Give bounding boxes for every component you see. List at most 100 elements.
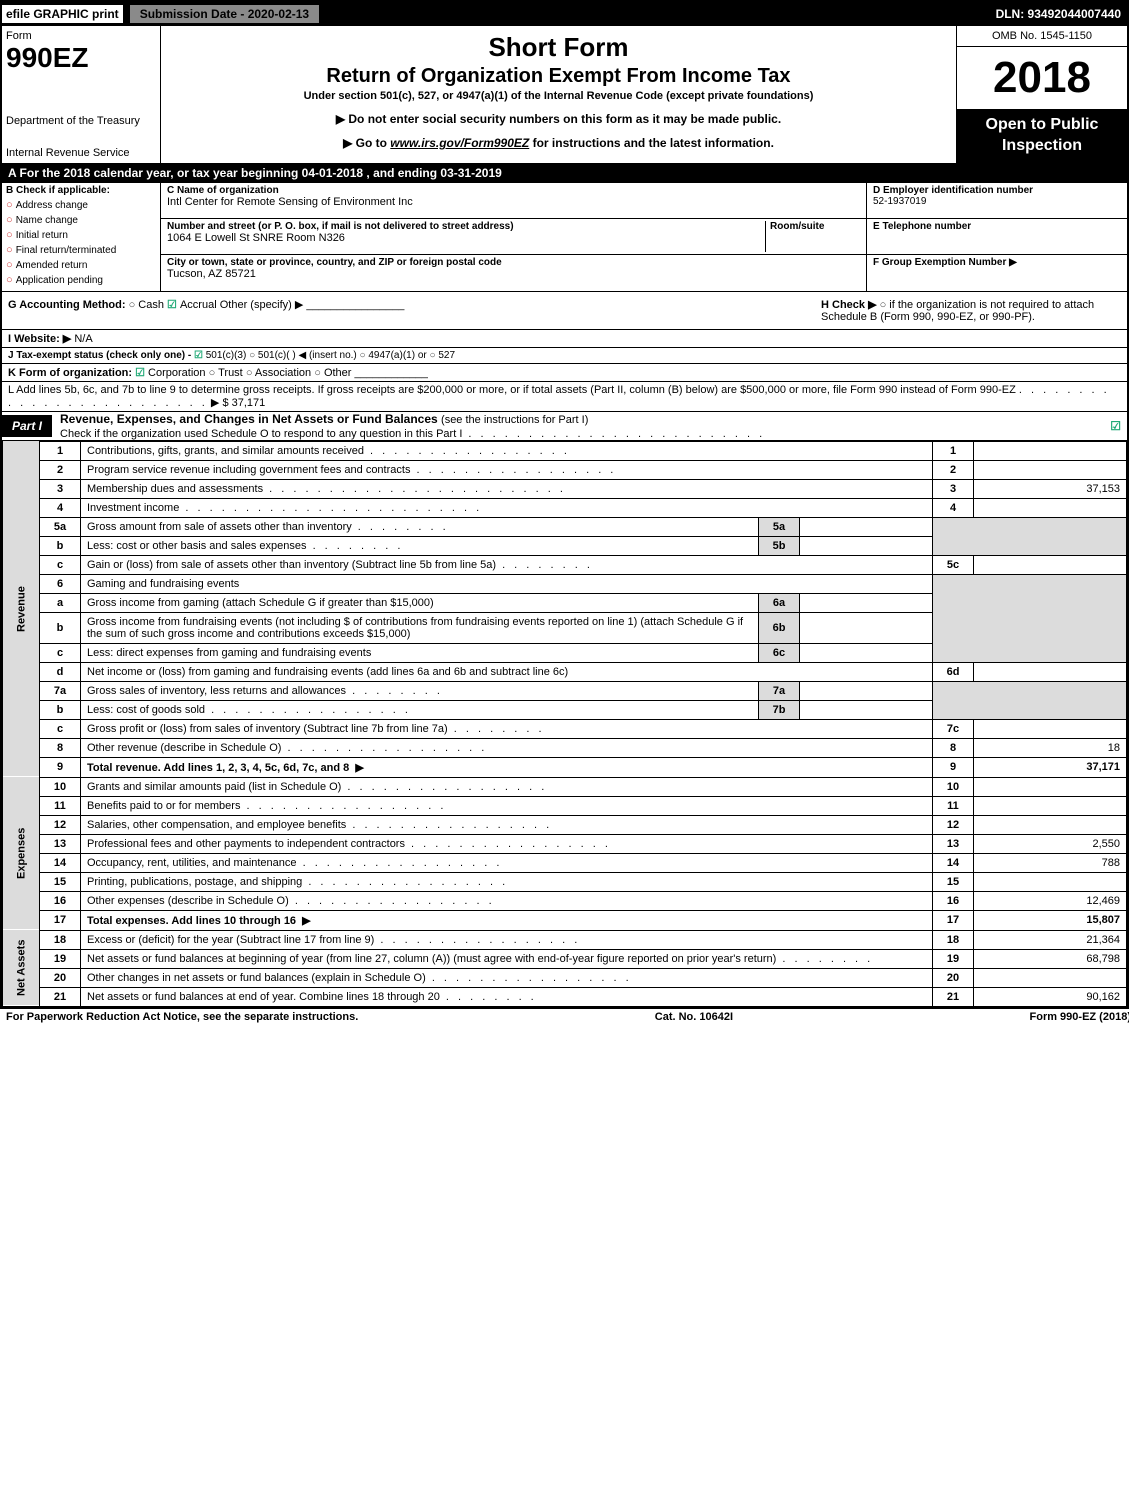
l6d-d: Net income or (loss) from gaming and fun…	[81, 662, 933, 681]
l7b-sn: 7b	[759, 700, 800, 719]
l15-ln: 15	[933, 872, 974, 891]
instr2-pre: ▶ Go to	[343, 136, 390, 150]
l3-ln: 3	[933, 479, 974, 498]
part-title: Revenue, Expenses, and Changes in Net As…	[60, 412, 1110, 440]
inspection-label: Open to Public Inspection	[957, 109, 1127, 163]
l14-d: Occupancy, rent, utilities, and maintena…	[87, 857, 502, 869]
l21-n: 21	[40, 987, 81, 1006]
l15-n: 15	[40, 872, 81, 891]
l12-ln: 12	[933, 815, 974, 834]
l4-ln: 4	[933, 498, 974, 517]
org-city: Tucson, AZ 85721	[167, 268, 256, 280]
c-addr-label: Number and street (or P. O. box, if mail…	[167, 221, 514, 232]
l5a-d: Gross amount from sale of assets other t…	[87, 521, 449, 533]
l11-ln: 11	[933, 796, 974, 815]
g-cash[interactable]: Cash	[129, 299, 164, 311]
footer-left: For Paperwork Reduction Act Notice, see …	[6, 1011, 358, 1023]
row-i: I Website: ▶ N/A	[2, 330, 1127, 348]
opt-name-change[interactable]: Name change	[6, 214, 156, 226]
l15-d: Printing, publications, postage, and shi…	[87, 876, 508, 888]
ps: (see the instructions for Part I)	[441, 414, 588, 426]
form-label: Form	[6, 30, 156, 42]
l12-v	[974, 815, 1127, 834]
d-ein-label: D Employer identification number	[873, 185, 1033, 196]
j-501c[interactable]: 501(c)( ) ◀ (insert no.)	[249, 350, 357, 361]
l2-ln: 2	[933, 460, 974, 479]
ty-pre: A For the 2018 calendar year, or tax yea…	[8, 166, 302, 180]
header-left: Form 990EZ Department of the Treasury In…	[2, 26, 161, 163]
omb-number: OMB No. 1545-1150	[957, 26, 1127, 47]
footer-center: Cat. No. 10642I	[655, 1011, 733, 1023]
instruction-1: ▶ Do not enter social security numbers o…	[167, 112, 950, 126]
opt-amended-return[interactable]: Amended return	[6, 259, 156, 271]
header-center: Short Form Return of Organization Exempt…	[161, 26, 956, 163]
l11-v	[974, 796, 1127, 815]
l14-v: 788	[974, 853, 1127, 872]
k-trust[interactable]: Trust	[209, 367, 243, 379]
l9-d: Total revenue. Add lines 1, 2, 3, 4, 5c,…	[87, 762, 367, 774]
j-501c3[interactable]: 501(c)(3)	[194, 350, 246, 361]
l7b-n: b	[40, 700, 81, 719]
l1-n: 1	[40, 441, 81, 460]
department: Department of the Treasury	[6, 115, 156, 127]
row-gh: G Accounting Method: Cash Accrual Other …	[2, 292, 1127, 330]
opt-address-change[interactable]: Address change	[6, 199, 156, 211]
side-expenses: Expenses	[3, 777, 40, 930]
k-corporation[interactable]: Corporation	[135, 367, 205, 379]
k-other[interactable]: Other	[314, 367, 351, 379]
l18-ln: 18	[933, 930, 974, 949]
opt-application-pending[interactable]: Application pending	[6, 274, 156, 286]
part1-check[interactable]	[1110, 419, 1127, 433]
l17-d: Total expenses. Add lines 10 through 16	[87, 915, 314, 927]
l5b-sn: 5b	[759, 536, 800, 555]
l4-n: 4	[40, 498, 81, 517]
row-l: L Add lines 5b, 6c, and 7b to line 9 to …	[2, 382, 1127, 412]
l6c-n: c	[40, 643, 81, 662]
l19-v: 68,798	[974, 949, 1127, 968]
l13-d: Professional fees and other payments to …	[87, 838, 611, 850]
i-label: I Website: ▶	[8, 333, 71, 345]
j-527[interactable]: 527	[430, 350, 456, 361]
room-label: Room/suite	[770, 221, 824, 232]
l6a-d: Gross income from gaming (attach Schedul…	[81, 593, 759, 612]
l6-d: Gaming and fundraising events	[81, 574, 933, 593]
l6c-d: Less: direct expenses from gaming and fu…	[81, 643, 759, 662]
l2-v	[974, 460, 1127, 479]
opt-final-return[interactable]: Final return/terminated	[6, 244, 156, 256]
j-4947[interactable]: 4947(a)(1) or	[360, 350, 427, 361]
h-check[interactable]	[880, 299, 890, 311]
l6c-sn: 6c	[759, 643, 800, 662]
k-association[interactable]: Association	[246, 367, 311, 379]
l9-v: 37,171	[974, 757, 1127, 777]
g-accrual[interactable]: Accrual	[167, 299, 217, 311]
l17-v: 15,807	[974, 910, 1127, 930]
l10-d: Grants and similar amounts paid (list in…	[87, 781, 547, 793]
l5b-n: b	[40, 536, 81, 555]
l11-n: 11	[40, 796, 81, 815]
section-b: B Check if applicable: Address change Na…	[2, 183, 161, 291]
tax-year-row: A For the 2018 calendar year, or tax yea…	[2, 164, 1127, 183]
header-right: OMB No. 1545-1150 2018 Open to Public In…	[956, 26, 1127, 163]
l1-ln: 1	[933, 441, 974, 460]
l6c-sv	[800, 643, 933, 662]
opt-initial-return[interactable]: Initial return	[6, 229, 156, 241]
l5a-n: 5a	[40, 517, 81, 536]
l18-n: 18	[40, 930, 81, 949]
irs-link[interactable]: www.irs.gov/Form990EZ	[390, 136, 529, 150]
l5a-sn: 5a	[759, 517, 800, 536]
l3-n: 3	[40, 479, 81, 498]
l5c-d: Gain or (loss) from sale of assets other…	[87, 559, 593, 571]
l6b-n: b	[40, 612, 81, 643]
l7b-sv	[800, 700, 933, 719]
l18-v: 21,364	[974, 930, 1127, 949]
l19-n: 19	[40, 949, 81, 968]
g-other[interactable]: Other (specify) ▶	[220, 299, 304, 311]
section-c: C Name of organization Intl Center for R…	[161, 183, 866, 291]
org-name: Intl Center for Remote Sensing of Enviro…	[167, 196, 413, 208]
ty-begin: 04-01-2018	[302, 166, 363, 180]
ty-end: 03-31-2019	[440, 166, 501, 180]
ty-mid: , and ending	[366, 166, 440, 180]
instr2-post: for instructions and the latest informat…	[529, 136, 774, 150]
j-label: J Tax-exempt status (check only one) -	[8, 350, 194, 361]
main-title: Return of Organization Exempt From Incom…	[167, 65, 950, 88]
